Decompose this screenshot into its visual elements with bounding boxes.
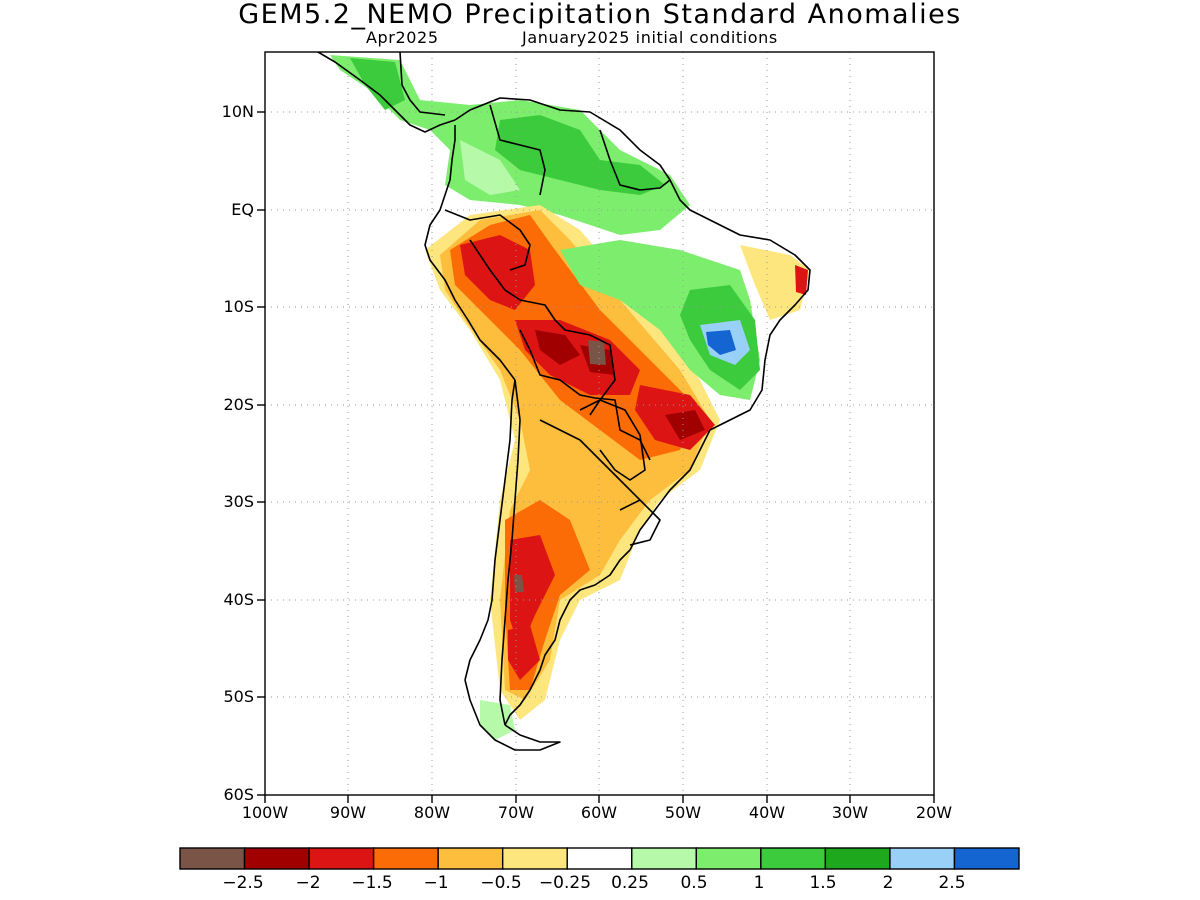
coastline-chile-west (464, 379, 516, 681)
lon-label-90w: 90W (329, 803, 367, 822)
colorbar-label: −0.5 (480, 873, 522, 893)
border-uruguay (619, 499, 661, 546)
coastline-caribbean (399, 52, 701, 216)
border-paraguay (579, 399, 646, 481)
lon-label-70w: 70W (497, 803, 535, 822)
colorbar-swatch (501, 847, 568, 870)
lat-label-10n: 10N (221, 102, 254, 121)
anomaly-blue-brazil (706, 330, 736, 355)
colorbar-label: 1.5 (809, 873, 837, 893)
lon-label-60w: 60W (580, 803, 618, 822)
lat-label-60s: 60S (223, 785, 254, 804)
lon-label-40w: 40W (748, 803, 786, 822)
anomaly-brown-andes (514, 575, 524, 592)
lon-label-50w: 50W (664, 803, 702, 822)
colorbar-swatch (695, 847, 762, 870)
colorbar-swatch (889, 847, 956, 870)
border-bolivia (519, 329, 651, 461)
colorbar-swatch (372, 847, 439, 870)
colorbar-swatch (566, 847, 633, 870)
border-argentina-north (539, 419, 641, 501)
anomaly-yellow-ne-brazil (740, 245, 810, 320)
colorbar-label: −2 (295, 873, 321, 893)
coastline-tierra-del-fuego (464, 679, 561, 751)
valid-month-label: Apr2025 (366, 28, 439, 47)
colorbar-label: 0.5 (680, 873, 708, 893)
border-guianas (599, 129, 671, 191)
colorbar-swatch (760, 847, 827, 870)
initial-conditions-label: January2025 initial conditions (522, 28, 778, 47)
lon-label-20w: 20W (915, 803, 953, 822)
anomaly-darkred-bolivia (535, 330, 580, 365)
colorbar-swatch (243, 847, 310, 870)
colorbar-swatch (179, 847, 246, 870)
colorbar-label: 1 (753, 873, 765, 893)
lon-label-30w: 30W (831, 803, 869, 822)
colorbar-label: −0.25 (538, 873, 592, 893)
colorbar-label: −2.5 (222, 873, 264, 893)
colorbar-swatch (824, 847, 891, 870)
colorbar-label: 0.25 (611, 873, 649, 893)
anomaly-green-orinoco (460, 140, 520, 195)
lat-label-40s: 40S (223, 590, 254, 609)
lat-label-50s: 50S (223, 687, 254, 706)
anomaly-field (330, 55, 810, 740)
anomaly-darkred-sao-paulo (665, 410, 705, 440)
lat-label-20s: 20S (223, 395, 254, 414)
anomaly-red-ne-brazil (795, 265, 808, 295)
colorbar-swatch (953, 847, 1020, 870)
colorbar-swatch (631, 847, 698, 870)
lat-label-30s: 30S (223, 492, 254, 511)
border-argentina-chile (499, 379, 521, 726)
anomaly-red-patagonia (510, 535, 555, 650)
colorbar (179, 847, 1020, 870)
anomaly-green-southern-tip (480, 700, 515, 740)
border-brazil-peru (469, 239, 616, 416)
anomaly-darkgreen-north (350, 58, 405, 110)
border-colombia-venezuela (489, 104, 546, 196)
coastline-central-america (317, 52, 456, 133)
anomaly-brown-altiplano (588, 340, 606, 365)
lat-label-10s: 10S (223, 297, 254, 316)
lon-label-80w: 80W (413, 803, 451, 822)
chart-title: GEM5.2_NEMO Precipitation Standard Anoma… (238, 0, 962, 30)
colorbar-label: 2 (882, 873, 894, 893)
lon-label-100w: 100W (241, 803, 289, 822)
colorbar-label: 2.5 (938, 873, 966, 893)
coastline-peru-ecuador (424, 125, 516, 381)
anomaly-red-patagonia-south (508, 625, 540, 680)
coastline-argentina-east (504, 549, 631, 726)
border-amazon-north (444, 209, 531, 271)
lat-label-eq: EQ (231, 200, 254, 219)
colorbar-swatch (308, 847, 375, 870)
map-ticks (257, 111, 935, 803)
coastline-brazil-east (629, 214, 811, 551)
colorbar-swatch (437, 847, 504, 870)
colorbar-label: −1.5 (351, 873, 393, 893)
colorbar-label: −1 (423, 873, 449, 893)
anomaly-darkgreen-guiana (495, 115, 665, 195)
